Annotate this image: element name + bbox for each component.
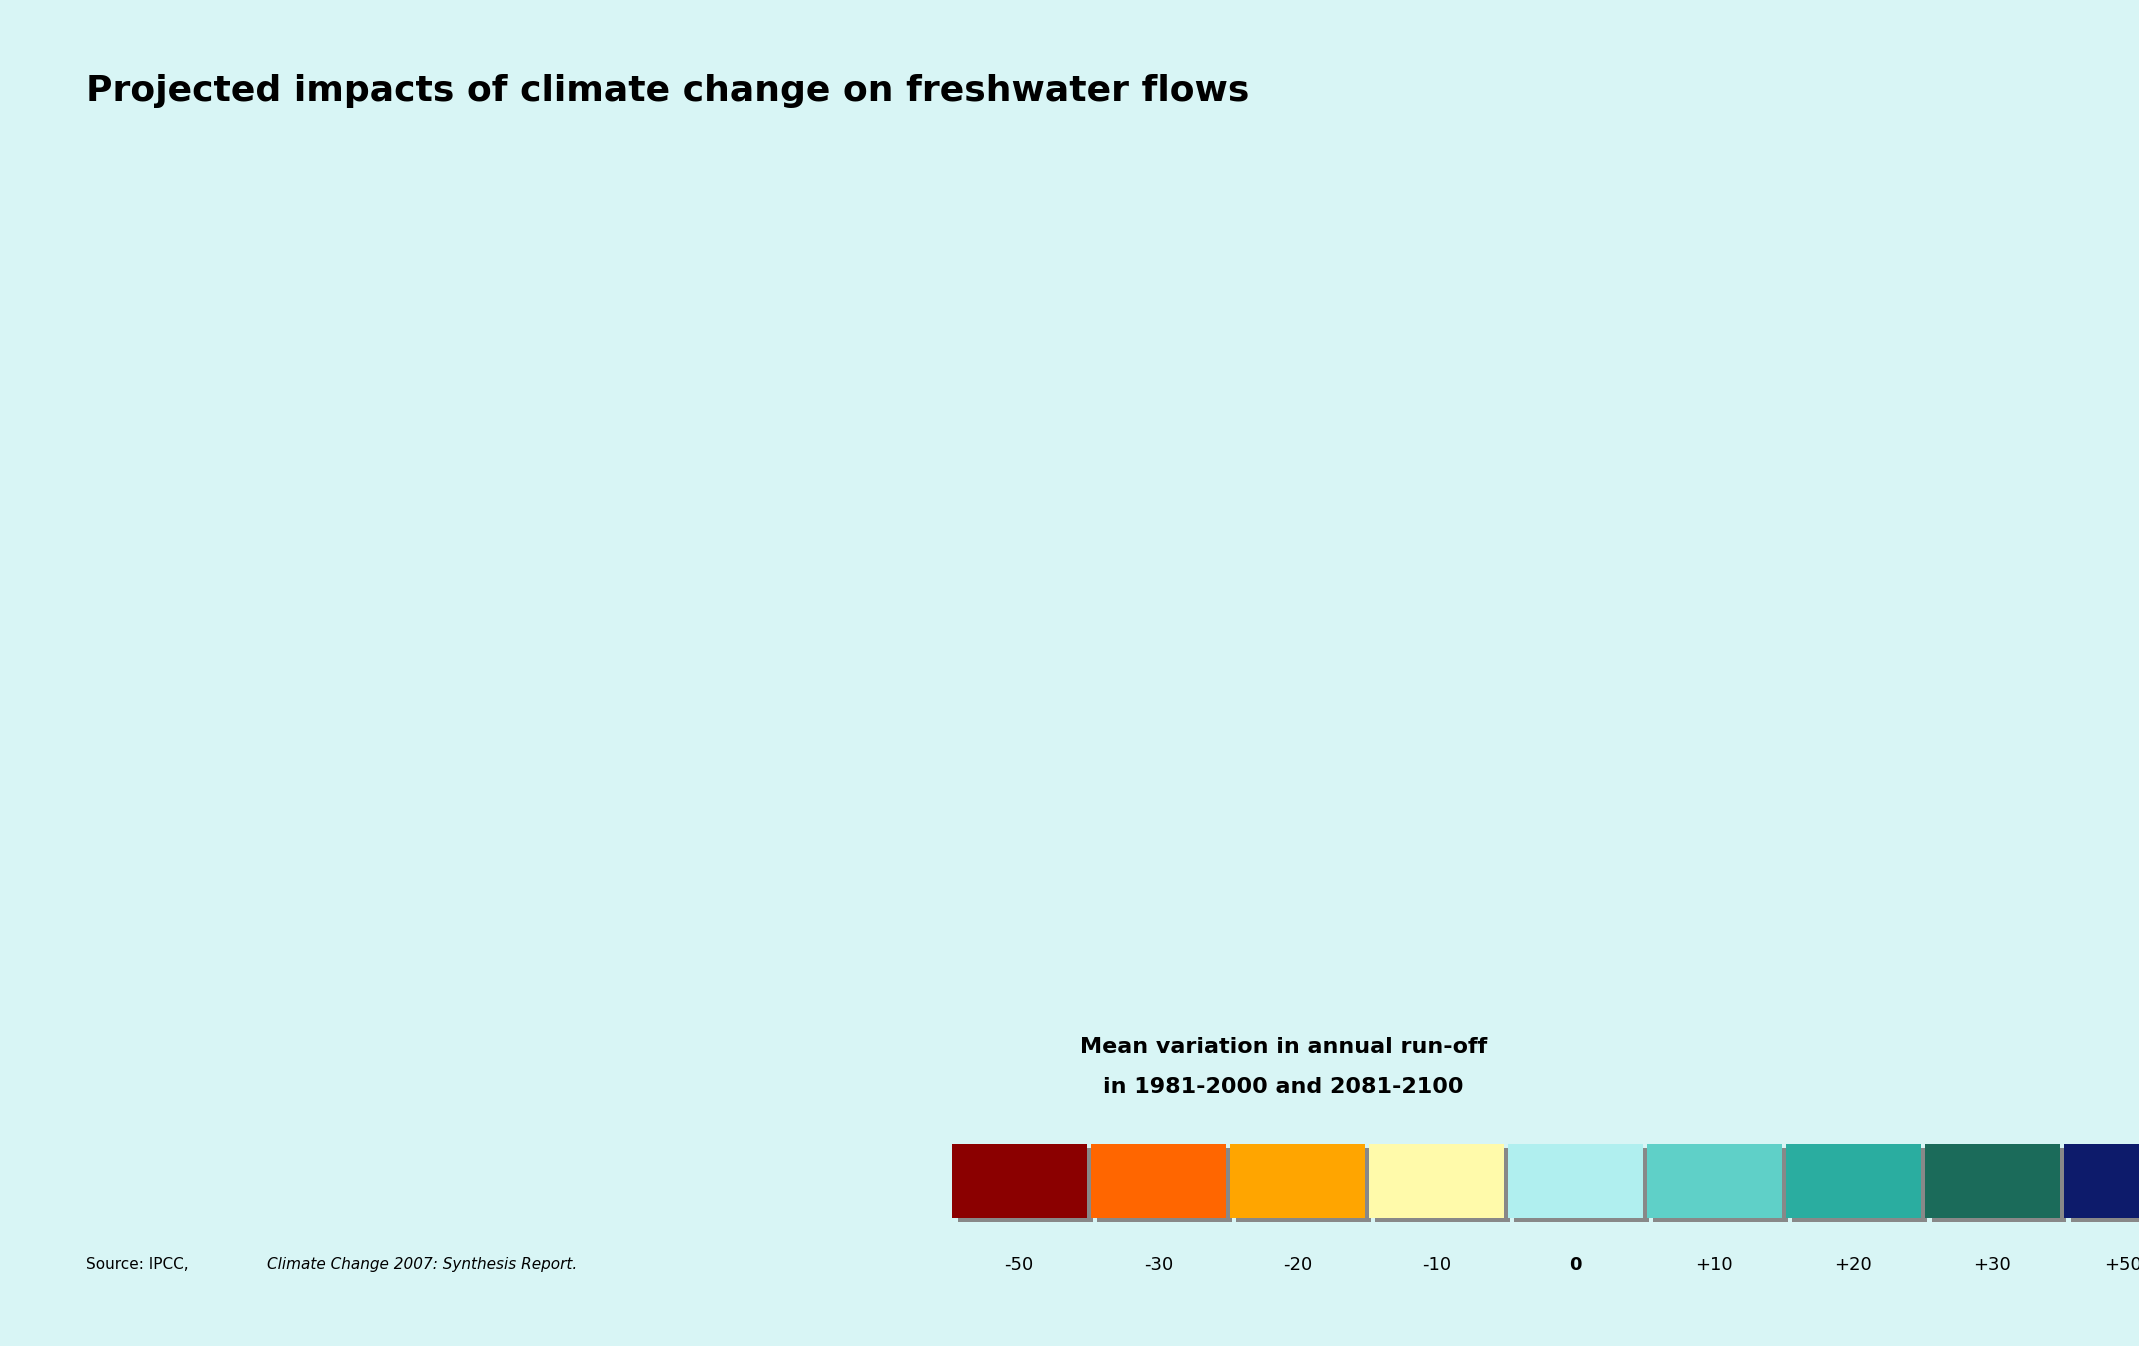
Bar	[1653, 1148, 1788, 1222]
Bar	[1647, 1144, 1782, 1218]
Bar	[1786, 1144, 1921, 1218]
Text: 0: 0	[1570, 1256, 1581, 1273]
Bar	[952, 1144, 1087, 1218]
Bar	[1375, 1148, 1510, 1222]
Bar	[1091, 1144, 1226, 1218]
Bar	[1932, 1148, 2066, 1222]
Text: Climate Change 2007: Synthesis Report.: Climate Change 2007: Synthesis Report.	[267, 1257, 578, 1272]
Text: +10: +10	[1696, 1256, 1733, 1273]
Text: -10: -10	[1422, 1256, 1450, 1273]
Text: Mean variation in annual run-off: Mean variation in annual run-off	[1080, 1036, 1487, 1057]
Bar	[1508, 1144, 1643, 1218]
Bar	[1097, 1148, 1232, 1222]
Text: Source: IPCC,: Source: IPCC,	[86, 1257, 193, 1272]
Text: -20: -20	[1283, 1256, 1311, 1273]
Bar	[958, 1148, 1093, 1222]
Text: Projected impacts of climate change on freshwater flows: Projected impacts of climate change on f…	[86, 74, 1249, 108]
Text: +50%: +50%	[2105, 1256, 2139, 1273]
Text: +30: +30	[1974, 1256, 2011, 1273]
Bar	[1369, 1144, 1504, 1218]
Bar	[1230, 1144, 1365, 1218]
Text: -50: -50	[1005, 1256, 1033, 1273]
Bar	[2064, 1144, 2139, 1218]
Bar	[1514, 1148, 1649, 1222]
Text: +20: +20	[1835, 1256, 1872, 1273]
Bar	[1792, 1148, 1927, 1222]
Text: -30: -30	[1144, 1256, 1172, 1273]
Bar	[1236, 1148, 1371, 1222]
Text: in 1981-2000 and 2081-2100: in 1981-2000 and 2081-2100	[1104, 1077, 1463, 1097]
Bar	[2071, 1148, 2139, 1222]
Bar	[1925, 1144, 2060, 1218]
